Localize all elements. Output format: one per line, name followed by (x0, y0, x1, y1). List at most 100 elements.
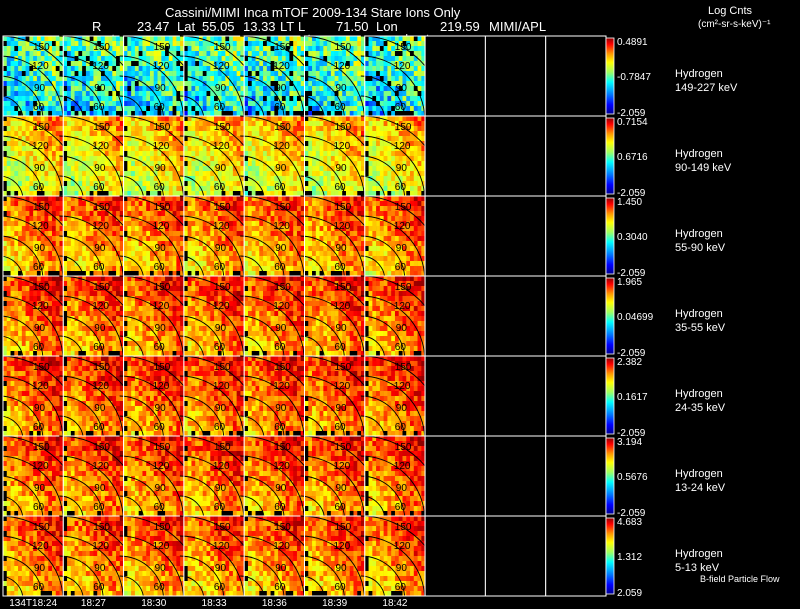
flux-pixel (187, 66, 192, 72)
flux-pixel (55, 211, 60, 217)
flux-pixel (210, 141, 215, 147)
flux-pixel (187, 221, 192, 227)
flux-pixel (240, 171, 245, 177)
flux-pixel (172, 226, 177, 232)
pitch-angle-contour (119, 75, 165, 121)
flux-pixel (417, 141, 422, 147)
flux-pixel (100, 51, 106, 57)
flux-pixel (202, 166, 207, 172)
flux-pixel (255, 66, 260, 72)
flux-pixel (387, 76, 392, 82)
flux-pixel (33, 41, 38, 47)
flux-pixel (89, 176, 94, 182)
flux-pixel (176, 236, 181, 242)
flux-pixel (214, 191, 219, 197)
flux-pixel (44, 106, 49, 112)
flux-pixel (413, 91, 418, 97)
flux-pixel (82, 121, 87, 127)
flux-pixel (255, 156, 260, 162)
flux-pixel (187, 126, 192, 132)
flux-pixel (376, 86, 381, 92)
flux-pixel (259, 246, 264, 252)
flux-pixel (398, 56, 403, 62)
flux-pixel (63, 56, 68, 62)
flux-pixel (383, 146, 388, 152)
flux-pixel (21, 181, 26, 187)
flux-pixel (417, 136, 422, 142)
flux-pixel (202, 76, 207, 82)
flux-pixel (357, 131, 362, 137)
flux-pixel (36, 271, 41, 277)
flux-pixel (421, 86, 426, 92)
flux-pixel (131, 126, 136, 132)
flux-pixel (93, 126, 98, 132)
flux-pixel (270, 231, 275, 237)
flux-pixel (116, 156, 121, 162)
flux-pixel (236, 101, 241, 107)
flux-pixel (198, 51, 204, 57)
flux-pixel (244, 186, 249, 192)
flux-pixel (304, 171, 309, 177)
flux-pixel (191, 201, 196, 207)
flux-pixel (266, 216, 271, 222)
flux-pixel (394, 186, 400, 192)
flux-pixel (263, 181, 268, 187)
flux-pixel (14, 36, 19, 42)
flux-pixel (300, 46, 305, 52)
flux-pixel (33, 271, 38, 277)
flux-pixel (281, 171, 286, 177)
flux-pixel (10, 136, 15, 142)
flux-pixel (183, 171, 188, 177)
flux-pixel (48, 156, 53, 162)
flux-pixel (161, 96, 166, 102)
flux-pixel (21, 126, 26, 132)
flux-pixel (67, 56, 72, 62)
flux-pixel (176, 221, 181, 227)
flux-pixel (334, 176, 339, 182)
flux-pixel (78, 216, 83, 222)
flux-pixel (149, 186, 155, 192)
flux-pixel (100, 261, 106, 267)
flux-pixel (413, 76, 418, 82)
flux-pixel (63, 141, 68, 147)
flux-pixel (63, 266, 68, 272)
flux-pixel (112, 231, 117, 237)
flux-pixel (172, 266, 177, 272)
flux-pixel (161, 221, 166, 227)
flux-pixel (78, 171, 83, 177)
flux-pixel (78, 206, 83, 212)
flux-pixel (153, 261, 158, 267)
flux-pixel (383, 51, 388, 57)
flux-pixel (44, 51, 49, 57)
flux-pixel (255, 81, 260, 87)
flux-pixel (387, 41, 392, 47)
flux-pixel (368, 161, 373, 167)
flux-pixel (296, 146, 302, 152)
flux-pixel (191, 236, 196, 242)
pitch-angle-contour (179, 75, 225, 121)
flux-pixel (85, 191, 90, 197)
flux-pixel (63, 156, 68, 162)
flux-pixel (85, 256, 90, 262)
flux-pixel (142, 91, 147, 97)
flux-pixel (157, 201, 162, 207)
flux-pixel (127, 231, 132, 237)
flux-pixel (123, 81, 128, 87)
flux-pixel (67, 211, 72, 217)
flux-pixel (206, 261, 211, 267)
flux-pixel (266, 86, 271, 92)
flux-pixel (304, 46, 309, 52)
flux-pixel (191, 61, 196, 67)
flux-pixel (112, 271, 117, 277)
flux-pixel (270, 136, 275, 142)
flux-pixel (168, 141, 173, 147)
flux-pixel (244, 206, 249, 212)
flux-pixel (131, 101, 136, 107)
flux-pixel (161, 136, 166, 142)
flux-pixel (138, 41, 143, 47)
flux-pixel (93, 106, 98, 112)
flux-pixel (149, 81, 155, 87)
flux-pixel (327, 81, 332, 87)
flux-pixel (10, 271, 15, 277)
flux-pixel (25, 111, 30, 117)
